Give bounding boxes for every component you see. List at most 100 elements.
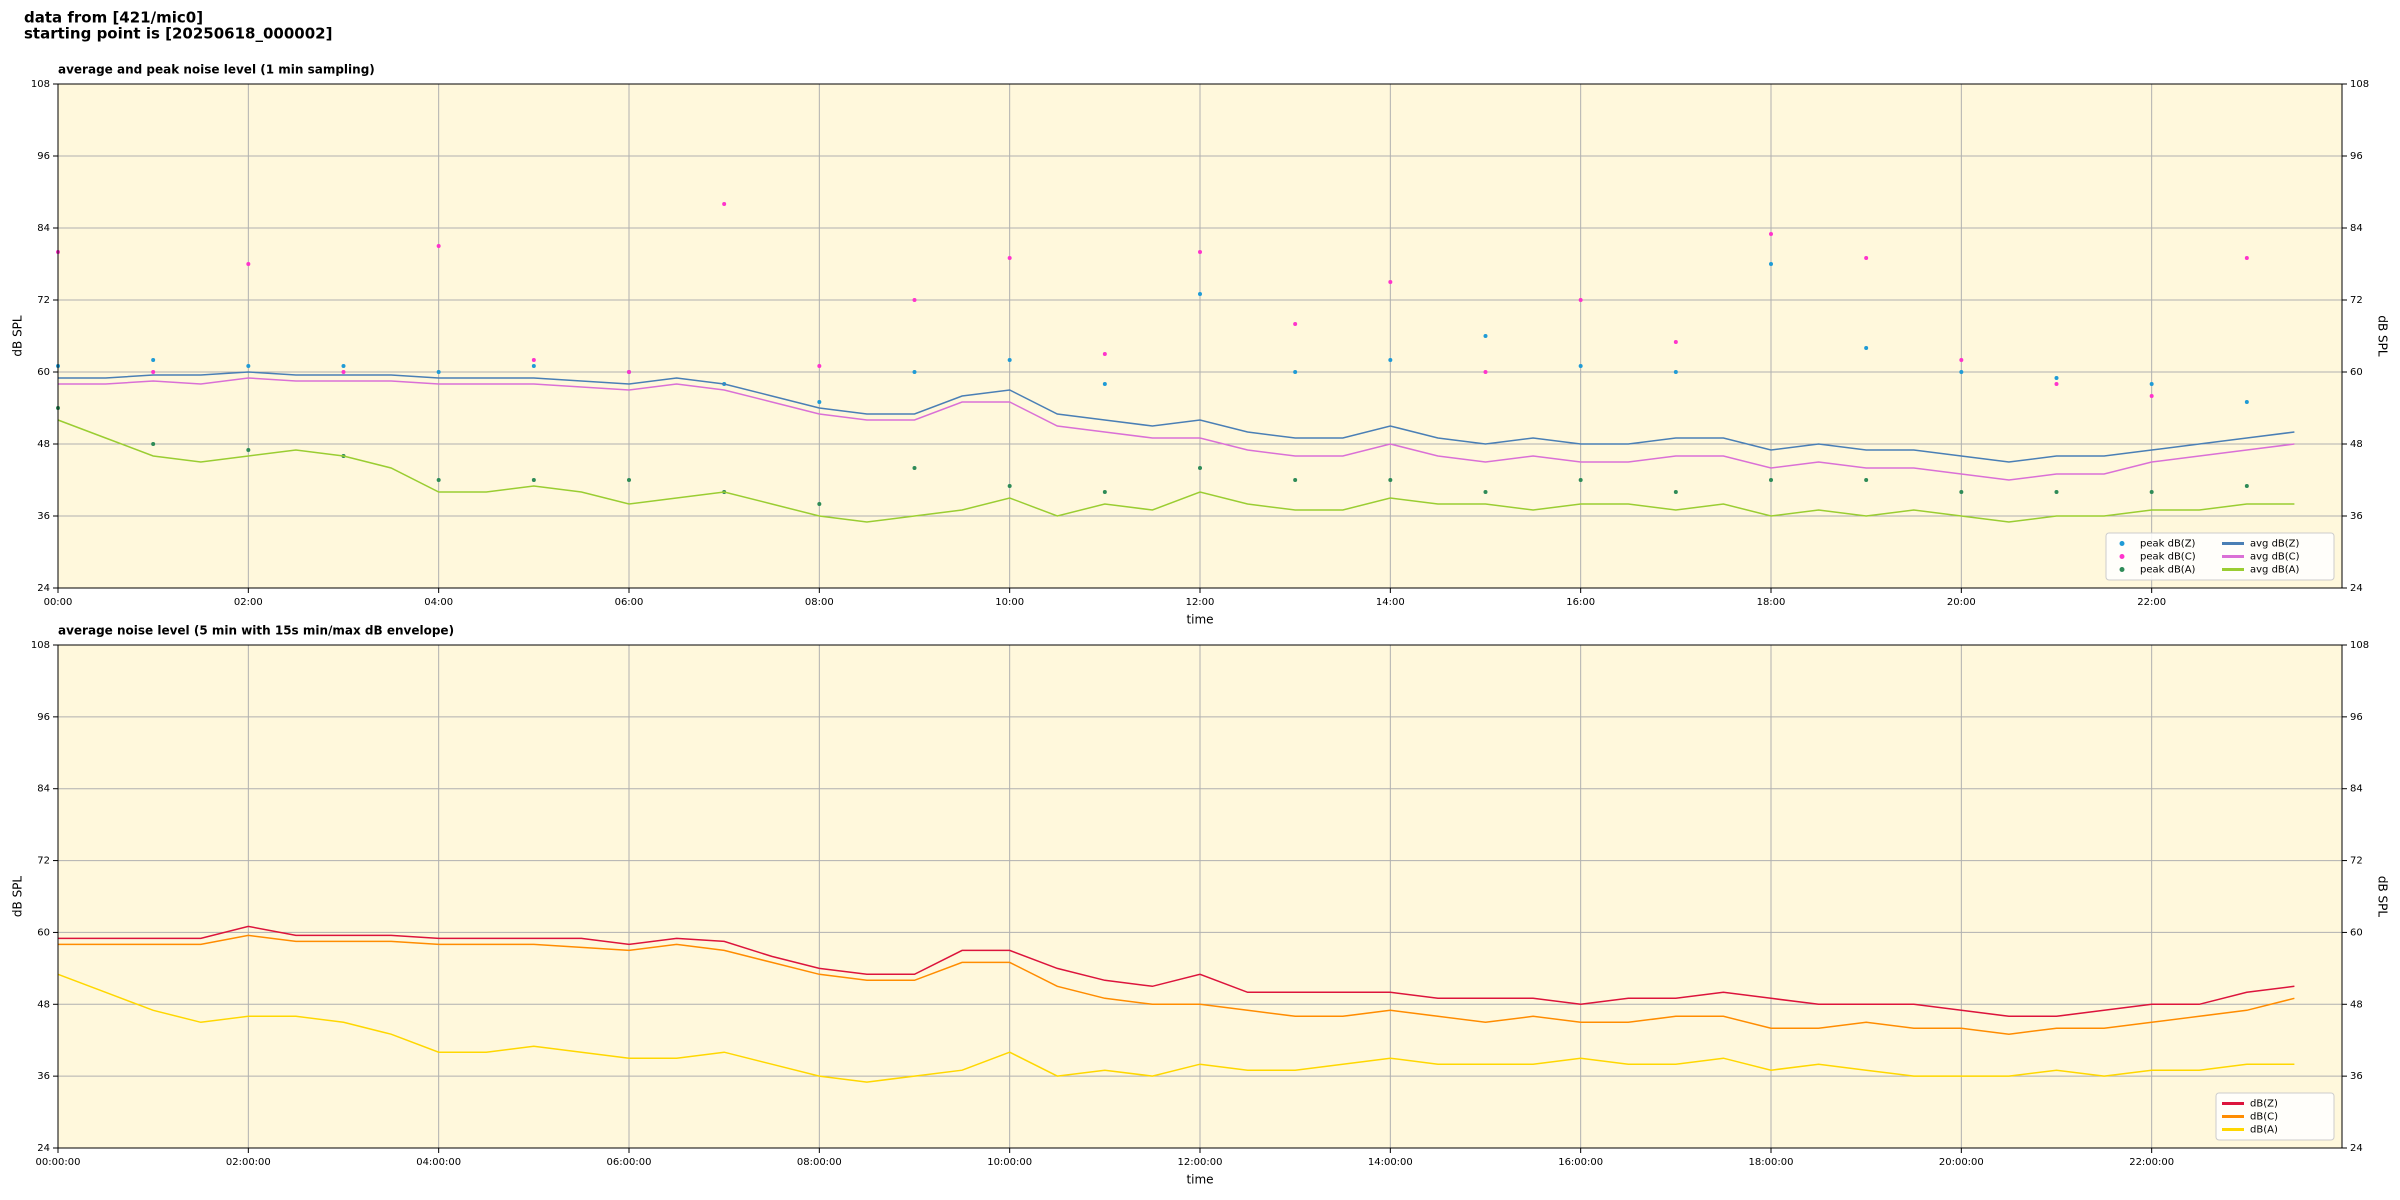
peak-point [2149,382,2154,386]
peak-point [1483,334,1488,338]
peak-point [1388,358,1393,362]
peak-point [1102,490,1107,494]
series-line [58,934,2295,1035]
y-tick-label: 72 [37,856,50,867]
peak-point [531,364,536,368]
peak-point [341,364,346,368]
peak-point [246,364,251,368]
y-tick-label: 24 [37,1143,50,1154]
peak-point [1483,490,1488,494]
peak-point [1769,232,1773,236]
peak-point [436,370,441,374]
peak-point [912,370,917,374]
x-tick-label: 08:00:00 [797,1157,842,1168]
legend-box [2105,532,2335,581]
peak-point [1578,298,1583,302]
peak-point [1673,490,1678,494]
y2-tick-label: 84 [2350,784,2363,795]
y2-tick-label: 84 [2350,223,2363,234]
peak-point [1007,484,1012,488]
y-tick-label: 108 [31,640,50,651]
y-axis-label: dB SPL [11,876,25,918]
peak-point [1293,478,1298,482]
y2-axis-label: dB SPL [2376,315,2390,357]
y2-tick-label: 36 [2350,1071,2363,1082]
peak-point [531,358,536,362]
legend-label: peak dB(A) [2140,565,2196,576]
legend-marker [2119,554,2125,559]
y2-tick-label: 48 [2350,439,2363,450]
peak-point [2149,490,2154,494]
x-tick-label: 06:00:00 [607,1157,652,1168]
x-tick-label: 02:00 [234,597,263,608]
peak-point [341,370,346,374]
legend-box [2215,1092,2335,1141]
legend-label: avg dB(C) [2250,552,2300,563]
peak-point [1578,478,1583,482]
peak-point [1388,478,1393,482]
peak-point [2244,484,2249,488]
peak-point [2149,394,2154,398]
x-tick-label: 14:00:00 [1368,1157,1413,1168]
peak-point [1388,280,1393,284]
y-tick-label: 48 [37,439,50,450]
peak-point [2244,256,2249,260]
y2-tick-label: 72 [2350,856,2363,867]
y2-axis-label: dB SPL [2376,876,2390,918]
x-tick-label: 18:00 [1757,597,1786,608]
peak-point [817,400,822,404]
peak-point [1673,340,1678,344]
peak-point [1007,256,1012,260]
chart-title: average noise level (5 min with 15s min/… [58,624,454,638]
y-tick-label: 96 [37,151,50,162]
legend-label: dB(A) [2250,1125,2278,1136]
legend-label: peak dB(C) [2140,552,2196,563]
peak-point [1483,370,1488,374]
y2-tick-label: 36 [2350,511,2363,522]
legend-label: dB(C) [2250,1112,2278,1123]
x-tick-label: 14:00 [1376,597,1405,608]
x-tick-label: 00:00 [44,597,73,608]
peak-point [246,262,251,266]
y-tick-label: 72 [37,295,50,306]
legend-label: peak dB(Z) [2140,539,2196,550]
y-tick-label: 84 [37,223,50,234]
series-line [57,419,2295,523]
header-line: starting point is [20250618_000002] [24,25,332,43]
peak-point [436,478,441,482]
series-line [58,925,2295,1018]
peak-point [436,244,441,248]
y2-tick-label: 96 [2350,151,2363,162]
x-tick-label: 06:00 [615,597,644,608]
x-axis-label: time [1186,613,1213,627]
x-tick-label: 22:00 [2137,597,2166,608]
y2-tick-label: 24 [2350,1143,2363,1154]
y-tick-label: 108 [31,79,50,90]
peak-point [1293,322,1298,326]
peak-point [1769,262,1773,266]
y2-tick-label: 24 [2350,583,2363,594]
y-tick-label: 48 [37,999,50,1010]
series-line [57,973,2295,1083]
y2-tick-label: 60 [2350,927,2363,938]
series-line [58,371,2295,463]
x-tick-label: 20:00:00 [1939,1157,1984,1168]
peak-point [2054,382,2059,386]
peak-point [151,442,156,446]
x-tick-label: 12:00:00 [1178,1157,1223,1168]
peak-point [722,202,727,206]
peak-point [2244,400,2249,404]
x-tick-label: 04:00:00 [416,1157,461,1168]
y-tick-label: 24 [37,583,50,594]
x-tick-label: 20:00 [1947,597,1976,608]
peak-point [1864,346,1869,350]
x-axis-label: time [1186,1173,1213,1187]
y2-tick-label: 108 [2350,640,2369,651]
y-tick-label: 60 [37,927,50,938]
plot-frame [57,83,2343,589]
y2-tick-label: 108 [2350,79,2369,90]
y-tick-label: 36 [37,511,50,522]
y-axis-label: dB SPL [11,315,25,357]
x-tick-label: 10:00:00 [987,1157,1032,1168]
x-tick-label: 12:00 [1186,597,1215,608]
